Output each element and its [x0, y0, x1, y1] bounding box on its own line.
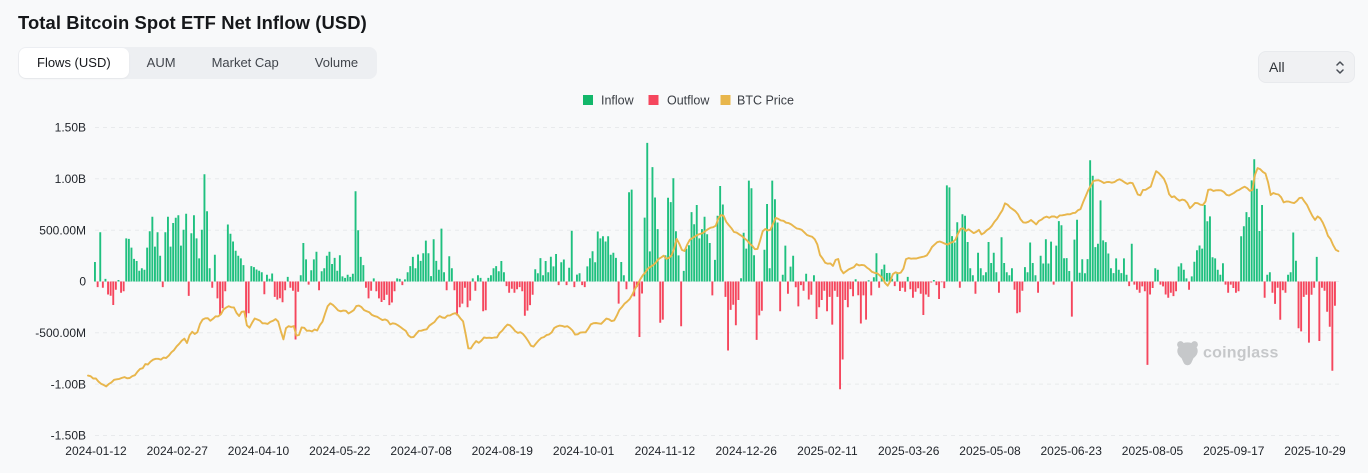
svg-text:2025-05-08: 2025-05-08	[959, 444, 1021, 458]
svg-text:2025-02-11: 2025-02-11	[797, 444, 858, 458]
svg-text:-1.50B: -1.50B	[51, 429, 86, 443]
svg-text:1.50B: 1.50B	[55, 121, 86, 135]
svg-text:1.00B: 1.00B	[55, 172, 86, 186]
svg-text:2025-09-17: 2025-09-17	[1203, 444, 1265, 458]
svg-text:2024-10-01: 2024-10-01	[553, 444, 615, 458]
svg-text:2025-10-29: 2025-10-29	[1284, 444, 1346, 458]
svg-text:2024-01-12: 2024-01-12	[65, 444, 127, 458]
svg-text:2024-04-10: 2024-04-10	[228, 444, 290, 458]
svg-text:500.00M: 500.00M	[39, 223, 86, 237]
svg-text:0: 0	[79, 275, 86, 289]
svg-text:-1.00B: -1.00B	[51, 377, 86, 391]
svg-text:2024-07-08: 2024-07-08	[390, 444, 452, 458]
svg-text:2025-08-05: 2025-08-05	[1122, 444, 1184, 458]
svg-text:2024-02-27: 2024-02-27	[147, 444, 209, 458]
svg-text:BTC Price: BTC Price	[737, 94, 794, 108]
svg-text:2024-11-12: 2024-11-12	[635, 444, 696, 458]
svg-text:2024-05-22: 2024-05-22	[309, 444, 371, 458]
svg-text:2025-03-26: 2025-03-26	[878, 444, 940, 458]
svg-text:Outflow: Outflow	[667, 94, 710, 108]
svg-text:Inflow: Inflow	[601, 94, 635, 108]
svg-text:2024-12-26: 2024-12-26	[716, 444, 778, 458]
svg-text:-500.00M: -500.00M	[35, 326, 86, 340]
svg-text:2025-06-23: 2025-06-23	[1041, 444, 1103, 458]
svg-text:2024-08-19: 2024-08-19	[472, 444, 534, 458]
svg-text:coinglass: coinglass	[1203, 345, 1279, 362]
